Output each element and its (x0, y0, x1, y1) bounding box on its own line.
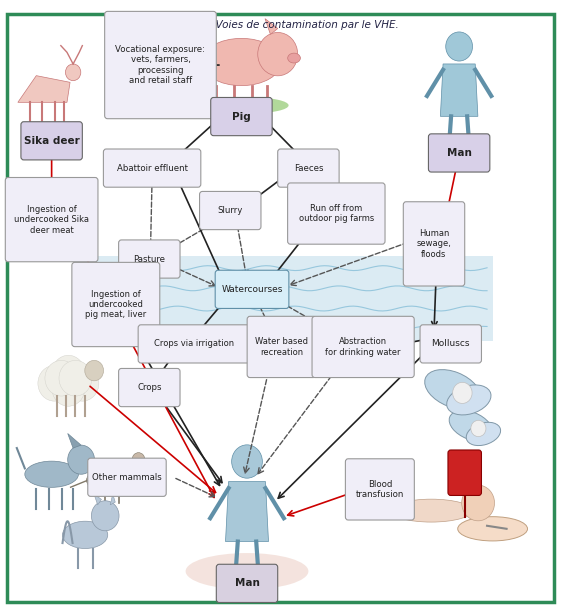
Ellipse shape (216, 97, 288, 113)
FancyBboxPatch shape (215, 270, 289, 308)
Circle shape (453, 382, 472, 403)
Text: Slurry: Slurry (218, 206, 243, 215)
Circle shape (38, 365, 71, 401)
Text: Faeces: Faeces (293, 164, 323, 172)
Polygon shape (440, 64, 478, 116)
FancyBboxPatch shape (88, 458, 166, 496)
FancyBboxPatch shape (247, 316, 316, 378)
Circle shape (59, 361, 92, 396)
Text: Run off from
outdoor pig farms: Run off from outdoor pig farms (298, 204, 374, 224)
Text: Vocational exposure:
vets, farmers,
processing
and retail staff: Vocational exposure: vets, farmers, proc… (116, 45, 205, 85)
Circle shape (232, 445, 263, 478)
FancyBboxPatch shape (118, 240, 180, 278)
Circle shape (52, 355, 85, 391)
Ellipse shape (458, 516, 527, 541)
Polygon shape (94, 494, 102, 505)
Circle shape (52, 371, 85, 406)
Ellipse shape (201, 38, 281, 86)
Text: Crops via irrigation: Crops via irrigation (154, 339, 234, 348)
Text: Pasture: Pasture (134, 255, 165, 264)
Circle shape (132, 452, 145, 466)
Polygon shape (265, 19, 278, 35)
Text: Abattoir effluent: Abattoir effluent (117, 164, 187, 172)
Circle shape (257, 32, 298, 76)
FancyBboxPatch shape (288, 183, 385, 244)
Circle shape (462, 485, 495, 521)
Ellipse shape (25, 461, 79, 487)
Text: Pig: Pig (232, 111, 251, 122)
FancyBboxPatch shape (21, 122, 82, 160)
Circle shape (446, 32, 472, 61)
Text: Blood
transfusion: Blood transfusion (356, 480, 404, 499)
Circle shape (66, 365, 99, 401)
FancyBboxPatch shape (278, 149, 339, 187)
FancyBboxPatch shape (217, 565, 278, 602)
FancyBboxPatch shape (72, 262, 160, 347)
Text: Other mammals: Other mammals (92, 473, 162, 482)
Ellipse shape (425, 370, 481, 409)
Ellipse shape (449, 410, 493, 441)
FancyBboxPatch shape (138, 325, 250, 363)
FancyBboxPatch shape (5, 177, 98, 262)
Text: Ingestion of
undercooked
pig meat, liver: Ingestion of undercooked pig meat, liver (85, 290, 146, 319)
Ellipse shape (466, 422, 500, 446)
Circle shape (68, 445, 94, 474)
FancyBboxPatch shape (118, 368, 180, 407)
FancyBboxPatch shape (448, 450, 481, 496)
FancyBboxPatch shape (403, 202, 465, 286)
Text: Crops: Crops (137, 383, 162, 392)
Circle shape (66, 64, 81, 80)
Text: Sika deer: Sika deer (24, 136, 80, 146)
FancyBboxPatch shape (429, 134, 490, 172)
Circle shape (45, 361, 78, 396)
Ellipse shape (86, 468, 140, 493)
Text: Man: Man (447, 148, 472, 158)
Text: Water based
recreation: Water based recreation (255, 337, 308, 357)
Ellipse shape (390, 499, 472, 522)
Polygon shape (111, 494, 115, 505)
FancyBboxPatch shape (105, 12, 217, 119)
Text: Molluscs: Molluscs (431, 339, 470, 348)
Circle shape (85, 361, 104, 381)
Text: Figure 4 : Voies de contamination par le VHE.: Figure 4 : Voies de contamination par le… (163, 19, 398, 30)
Circle shape (91, 501, 119, 531)
Ellipse shape (288, 53, 300, 63)
Ellipse shape (186, 553, 309, 590)
FancyBboxPatch shape (346, 459, 415, 520)
Polygon shape (18, 76, 70, 102)
Ellipse shape (447, 385, 491, 415)
FancyBboxPatch shape (420, 325, 481, 363)
Text: Watercourses: Watercourses (222, 285, 283, 294)
FancyBboxPatch shape (211, 97, 272, 136)
FancyBboxPatch shape (312, 316, 414, 378)
Polygon shape (226, 482, 269, 541)
Ellipse shape (62, 521, 108, 549)
FancyBboxPatch shape (200, 191, 261, 230)
Text: Abstraction
for drinking water: Abstraction for drinking water (325, 337, 401, 357)
Text: Ingestion of
undercooked Sika
deer meat: Ingestion of undercooked Sika deer meat (14, 205, 89, 234)
Circle shape (471, 420, 486, 437)
Text: Human
sewage,
floods: Human sewage, floods (417, 229, 452, 259)
Polygon shape (74, 256, 493, 341)
Polygon shape (68, 434, 81, 448)
FancyBboxPatch shape (103, 149, 201, 187)
Text: Man: Man (234, 579, 259, 588)
Circle shape (130, 460, 155, 487)
